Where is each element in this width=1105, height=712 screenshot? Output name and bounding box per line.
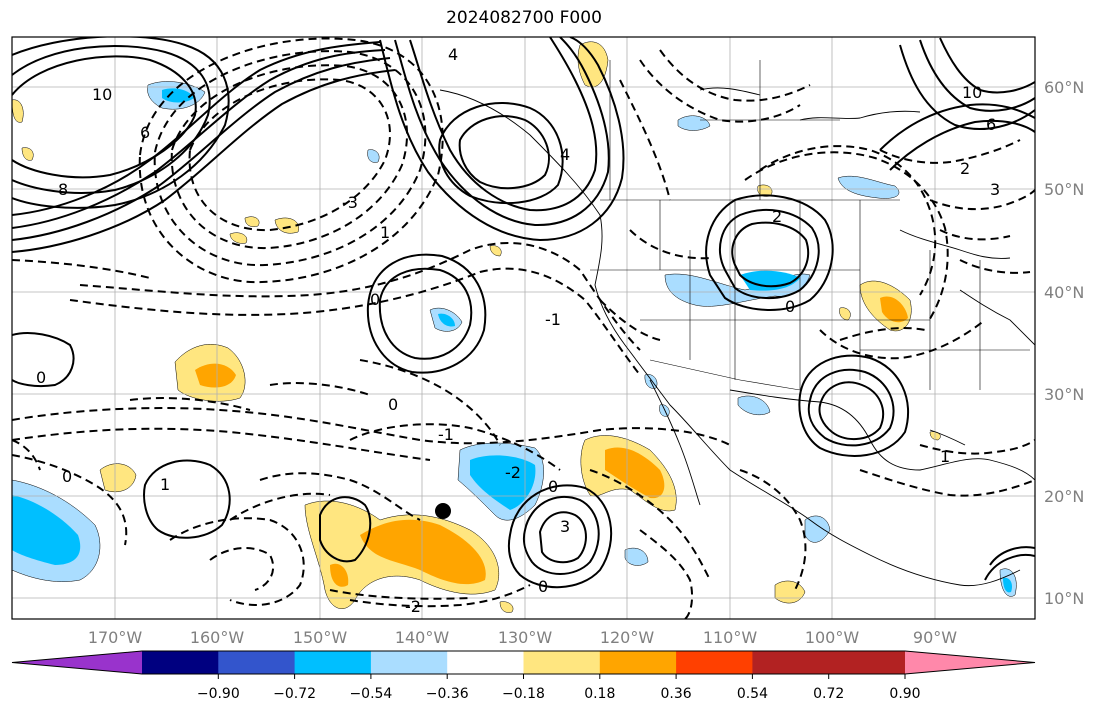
- colorbar-outline: [11, 650, 1036, 675]
- contour-label: 8: [58, 180, 68, 199]
- lon-label: 170°W: [88, 628, 143, 647]
- contour-labels: 10 8 6 4 4 2 0 0 0 0 0 0 0 -1 -1 -2 -2 -…: [36, 45, 1000, 616]
- contour-label: -1: [438, 425, 454, 444]
- contour-label: 1: [160, 475, 170, 494]
- lon-label: 110°W: [703, 628, 758, 647]
- colorbar-tick-label: 0.54: [737, 686, 768, 702]
- colorbar-tick-label: −0.90: [197, 686, 240, 702]
- contour-label: 6: [986, 115, 996, 134]
- colorbar-tick-label: −0.18: [502, 686, 545, 702]
- contour-label: -1: [545, 310, 561, 329]
- storm-center-marker: [435, 503, 451, 519]
- lat-label: 10°N: [1044, 589, 1084, 608]
- colorbar-tick-label: 0.72: [813, 686, 844, 702]
- lon-label: 100°W: [805, 628, 860, 647]
- map-grid: [12, 37, 1035, 619]
- contour-label: 2: [772, 207, 782, 226]
- shading-negative: [12, 81, 1017, 597]
- contour-label: 0: [370, 290, 380, 309]
- contours-negative: [12, 37, 1035, 619]
- colorbar-tick-label: −0.72: [273, 686, 316, 702]
- contour-label: 0: [388, 395, 398, 414]
- colorbar: −0.90 −0.72 −0.54 −0.36 −0.18 0.18 0.36 0.54 0.7…: [11, 650, 1036, 702]
- colorbar-segment: [523, 651, 601, 674]
- colorbar-segment: [142, 651, 219, 674]
- contour-label: -2: [505, 463, 521, 482]
- colorbar-tick-label: 0.90: [889, 686, 920, 702]
- lon-label: 90°W: [913, 628, 957, 647]
- lon-label: 150°W: [293, 628, 348, 647]
- contour-label: 0: [36, 368, 46, 387]
- colorbar-segment: [828, 651, 906, 674]
- contour-label: 0: [548, 477, 558, 496]
- lat-label: 50°N: [1044, 180, 1084, 199]
- colorbar-segment: [752, 651, 830, 674]
- contour-label: -3: [342, 193, 358, 212]
- contour-label: 0: [62, 467, 72, 486]
- colorbar-tick-label: −0.36: [426, 686, 469, 702]
- map-plot: 10 8 6 4 4 2 0 0 0 0 0 0 0 -1 -1 -2 -2 -…: [12, 37, 1035, 619]
- lat-label: 60°N: [1044, 78, 1084, 97]
- shading-positive: [12, 41, 941, 613]
- lat-label: 40°N: [1044, 283, 1084, 302]
- colorbar-tick-label: 0.18: [584, 686, 615, 702]
- contour-label: 10: [92, 85, 112, 104]
- contour-label: 4: [448, 45, 458, 64]
- lat-label: 30°N: [1044, 385, 1084, 404]
- coastlines: [439, 87, 1035, 587]
- colorbar-tick-label: 0.36: [661, 686, 692, 702]
- colorbar-segment: [447, 651, 524, 674]
- contour-label: 2: [960, 159, 970, 178]
- contour-label: 1: [380, 223, 390, 242]
- map-title: 2024082700 F000: [446, 8, 602, 28]
- colorbar-tick-label: −0.54: [349, 686, 392, 702]
- colorbar-segment: [370, 651, 448, 674]
- contour-label: -2: [405, 597, 421, 616]
- lon-label: 130°W: [498, 628, 553, 647]
- map-frame: [11, 36, 1036, 620]
- lon-label: 120°W: [600, 628, 655, 647]
- contour-label: 1: [940, 447, 950, 466]
- latitude-labels: 60°N 50°N 40°N 30°N 20°N 10°N: [1044, 78, 1084, 608]
- colorbar-segment: [294, 651, 372, 674]
- contour-label: 6: [140, 123, 150, 142]
- colorbar-segment: [218, 651, 296, 674]
- colorbar-segment: [676, 651, 753, 674]
- colorbar-segment: [599, 651, 677, 674]
- contour-label: 3: [560, 517, 570, 536]
- contour-label: 3: [990, 180, 1000, 199]
- lon-label: 160°W: [190, 628, 245, 647]
- contour-label: 10: [962, 83, 982, 102]
- contour-label: 4: [560, 145, 570, 164]
- colorbar-extend-low: [12, 651, 142, 674]
- lon-label: 140°W: [395, 628, 450, 647]
- lat-label: 20°N: [1044, 487, 1084, 506]
- longitude-labels: 170°W 160°W 150°W 140°W 130°W 120°W 110°…: [88, 628, 957, 647]
- contours-positive: [12, 37, 1035, 589]
- contour-label: 0: [538, 577, 548, 596]
- contour-label: 0: [785, 297, 795, 316]
- colorbar-extend-high: [905, 651, 1035, 674]
